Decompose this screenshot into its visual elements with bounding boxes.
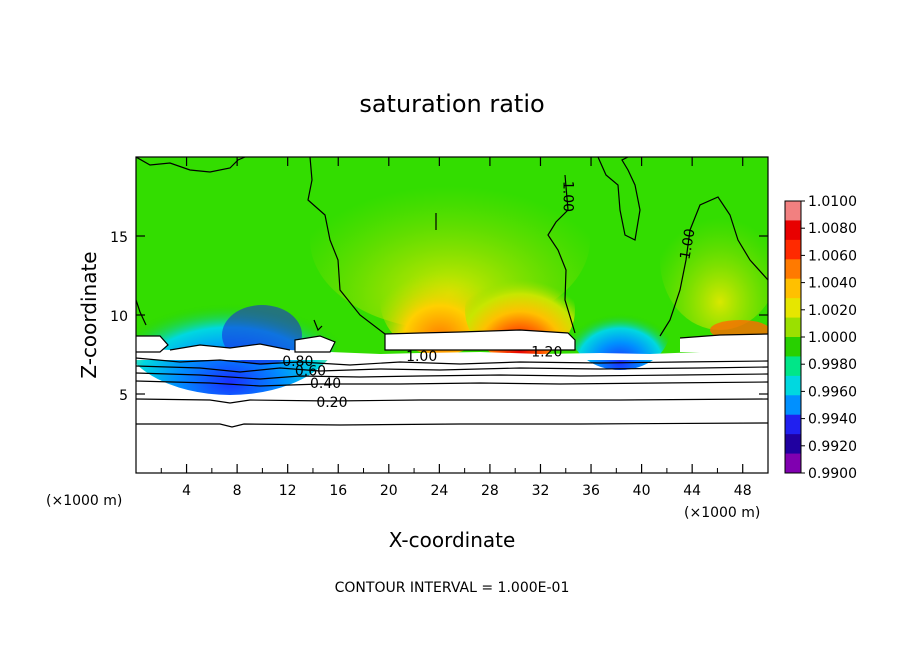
x-tick-label: 12: [279, 483, 297, 499]
contour-line: [136, 335, 169, 353]
contour-label: 1.00: [559, 181, 575, 212]
contour-label: 0.40: [310, 376, 341, 392]
contour-line: [313, 319, 323, 332]
colorbar-swatch: [785, 434, 801, 455]
x-tick-label: 44: [683, 483, 701, 499]
contour-line: [136, 372, 768, 380]
x-axis: 4 8 12 16 20 24 28 32 36 40 44 48: [160, 157, 752, 499]
colorbar-swatch: [785, 356, 801, 377]
chart-title: saturation ratio: [359, 90, 544, 118]
colorbar-swatch: [785, 278, 801, 299]
contour-line: [136, 299, 147, 326]
colorbar-label: 1.0040: [808, 276, 857, 292]
contour-line: [136, 380, 768, 387]
near-saturation-band: [660, 190, 768, 330]
x-tick-label: 32: [532, 483, 550, 499]
cloud-deck-white: [136, 336, 168, 352]
colorbar-swatch: [785, 220, 801, 241]
y-axis-label: Z-coordinate: [77, 251, 101, 378]
colorbar-label: 0.9980: [808, 357, 857, 373]
colorbar-label: 0.9940: [808, 412, 857, 428]
x-tick-label: 4: [182, 483, 191, 499]
contour-label: 0.60: [295, 363, 326, 379]
contour-line: [679, 333, 768, 339]
contour-line: [547, 174, 576, 334]
colorbar-label: 1.0080: [808, 221, 857, 237]
contour-label: 1.00: [406, 349, 437, 365]
x-tick-label: 36: [582, 483, 600, 499]
y-tick-label: 5: [119, 388, 128, 404]
colorbar-swatch: [785, 259, 801, 280]
y-axis: 5 10 15: [110, 230, 768, 404]
colorbar-swatch: [785, 201, 801, 221]
cloud-deck-white: [385, 330, 575, 350]
colorbar-swatch: [785, 395, 801, 416]
dry-pocket-right: [570, 290, 670, 370]
colorbar-label: 1.0100: [808, 194, 857, 210]
contour-label: 1.00: [678, 227, 699, 260]
x-tick-label: 28: [481, 483, 499, 499]
contour-line: [384, 329, 576, 351]
colorbar-label: 0.9920: [808, 439, 857, 455]
contour-line: [294, 335, 336, 353]
x-tick-label: 16: [329, 483, 347, 499]
heatmap-field: 0.80 0.60 0.40 0.20 1.00 1.20 1.00 1.00: [136, 157, 768, 473]
colorbar-swatch: [785, 337, 801, 357]
colorbar-swatch: [785, 298, 801, 319]
contour-label: 0.80: [282, 354, 313, 370]
cloud-base-white: [136, 344, 768, 360]
colorbar-label: 1.0020: [808, 303, 857, 319]
contour-line: [136, 398, 768, 404]
colorbar-swatch: [785, 239, 801, 260]
colorbar-swatch: [785, 375, 801, 396]
y-tick-label: 10: [110, 309, 128, 325]
colorbar-label: 1.0000: [808, 330, 857, 346]
colorbar-swatch: [785, 453, 801, 474]
x-tick-label: 40: [633, 483, 651, 499]
contour-line: [136, 365, 768, 373]
colorbar-swatch: [785, 317, 801, 338]
contour-line: [169, 343, 291, 351]
x-axis-label: X-coordinate: [389, 528, 516, 552]
x-axis-unit-right: (×1000 m): [684, 505, 760, 521]
contour-line: [307, 157, 386, 335]
contour-line: [597, 157, 641, 241]
cloud-deck-white: [680, 334, 768, 352]
x-axis-unit-left: (×1000 m): [46, 493, 122, 509]
colorbar-swatch: [785, 414, 801, 435]
colorbar-label: 0.9960: [808, 384, 857, 400]
contour-line: [659, 196, 768, 337]
contour-label: 0.20: [316, 395, 347, 411]
y-tick-label: 15: [110, 230, 128, 246]
x-tick-label: 20: [380, 483, 398, 499]
contour-line: [136, 357, 768, 366]
contour-label: 1.20: [531, 344, 562, 360]
colorbar: 1.0100 1.0080 1.0060 1.0040 1.0020 1.0000 0.99…: [784, 194, 857, 482]
cloud-deck-white: [295, 336, 335, 352]
x-tick-label: 8: [233, 483, 242, 499]
contour-line: [136, 422, 768, 428]
colorbar-label: 1.0060: [808, 248, 857, 264]
x-tick-label: 24: [430, 483, 448, 499]
colorbar-label: 0.9900: [808, 466, 857, 482]
contour-interval-note: CONTOUR INTERVAL = 1.000E-01: [335, 580, 570, 596]
x-tick-label: 48: [734, 483, 752, 499]
